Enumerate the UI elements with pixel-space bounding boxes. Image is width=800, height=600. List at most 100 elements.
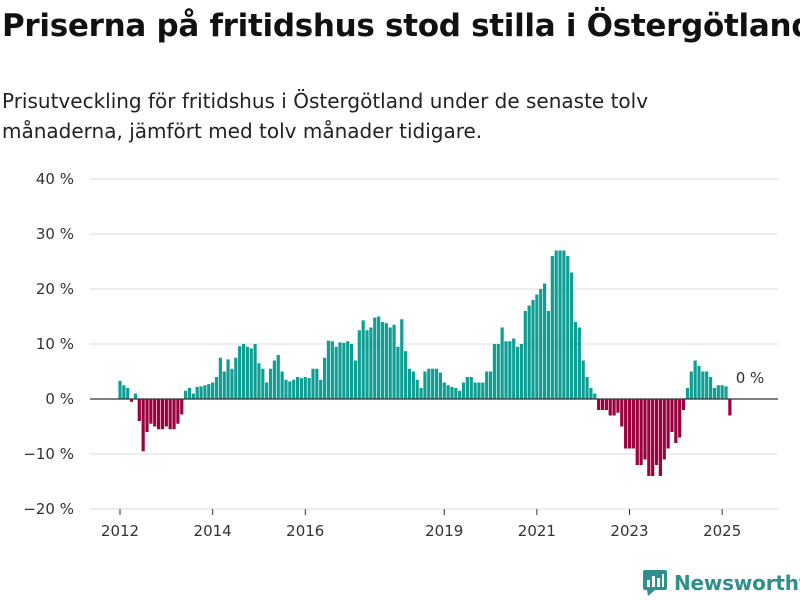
bar xyxy=(697,366,701,399)
bar xyxy=(701,371,705,399)
bar xyxy=(141,399,145,452)
bar xyxy=(662,399,666,460)
bar xyxy=(203,385,207,399)
bar xyxy=(315,368,319,399)
bar xyxy=(241,344,246,399)
bar xyxy=(427,368,431,399)
bar xyxy=(670,399,674,432)
newsworthy-logo: Newsworthy xyxy=(643,568,800,598)
bar xyxy=(187,388,192,399)
bar xyxy=(527,305,531,399)
bar xyxy=(423,371,427,399)
y-tick-label: −10 % xyxy=(23,445,74,463)
x-tick-label: 2023 xyxy=(610,522,648,540)
bar xyxy=(160,399,165,430)
bar xyxy=(438,372,442,399)
bar xyxy=(450,386,454,399)
bar xyxy=(477,382,481,399)
bar xyxy=(342,342,346,399)
bar xyxy=(678,399,682,438)
bar xyxy=(454,388,458,399)
bar xyxy=(458,390,462,399)
bar xyxy=(523,311,527,399)
bar xyxy=(257,363,261,399)
newsworthy-logo-icon xyxy=(643,570,667,596)
x-tick-label: 2016 xyxy=(286,522,324,540)
bar xyxy=(326,340,331,399)
bar xyxy=(373,317,377,399)
bar xyxy=(330,341,334,399)
bar xyxy=(265,382,269,399)
bar xyxy=(261,368,265,399)
bar xyxy=(461,382,466,399)
bar xyxy=(157,399,161,430)
bar xyxy=(593,393,597,399)
bar xyxy=(488,371,493,399)
bars xyxy=(118,250,732,476)
bar xyxy=(465,377,469,399)
bar xyxy=(543,283,547,399)
bar xyxy=(377,316,381,399)
bar xyxy=(407,368,412,399)
bar xyxy=(338,342,342,399)
bar xyxy=(176,399,180,424)
bar xyxy=(496,344,500,399)
last-value-annotation: 0 % xyxy=(736,369,765,387)
bar xyxy=(214,377,219,399)
bar xyxy=(666,399,670,449)
bar xyxy=(577,327,581,399)
bar xyxy=(350,344,354,399)
x-axis: 2012 2014 2016 2019 2021 2023 2025 xyxy=(101,509,741,540)
bar xyxy=(184,390,188,399)
bar xyxy=(473,382,477,399)
bar xyxy=(681,399,686,410)
bar xyxy=(284,379,288,399)
bar xyxy=(164,399,168,427)
y-axis: 40 % 30 % 20 % 10 % 0 % −10 % −20 % xyxy=(23,170,74,518)
x-tick-label: 2014 xyxy=(194,522,232,540)
bar xyxy=(651,399,655,476)
bar xyxy=(500,327,504,399)
page-subtitle: Prisutveckling för fritidshus i Östergöt… xyxy=(2,89,649,143)
bar xyxy=(245,346,249,399)
bar xyxy=(674,399,678,443)
bar xyxy=(705,371,709,399)
bar xyxy=(612,399,616,416)
bar xyxy=(654,399,659,465)
bar xyxy=(207,384,211,399)
bar xyxy=(504,341,508,399)
gridlines xyxy=(90,178,778,510)
bar xyxy=(172,399,176,430)
bar xyxy=(608,399,612,416)
bar xyxy=(365,330,369,399)
bar xyxy=(400,319,404,399)
bar xyxy=(299,378,304,399)
bar xyxy=(562,250,566,399)
bar xyxy=(446,385,450,399)
bar xyxy=(485,371,489,399)
bar xyxy=(137,399,141,421)
y-tick-label: 40 % xyxy=(36,170,74,188)
bar xyxy=(546,311,551,399)
bar xyxy=(388,327,392,399)
bar xyxy=(434,368,439,399)
bar xyxy=(276,355,280,399)
bar xyxy=(531,300,535,399)
bar xyxy=(319,379,323,399)
bar xyxy=(519,344,524,399)
bar xyxy=(126,388,130,399)
x-tick-label: 2019 xyxy=(425,522,463,540)
bar xyxy=(380,322,385,399)
bar xyxy=(419,388,423,399)
bar xyxy=(218,357,222,399)
bar xyxy=(307,378,311,399)
bar xyxy=(685,388,690,399)
bar xyxy=(631,399,635,449)
bar xyxy=(639,399,643,465)
bar xyxy=(222,371,226,399)
bar xyxy=(539,289,543,399)
bar xyxy=(353,360,358,399)
bar xyxy=(272,360,276,399)
bar xyxy=(361,320,365,399)
